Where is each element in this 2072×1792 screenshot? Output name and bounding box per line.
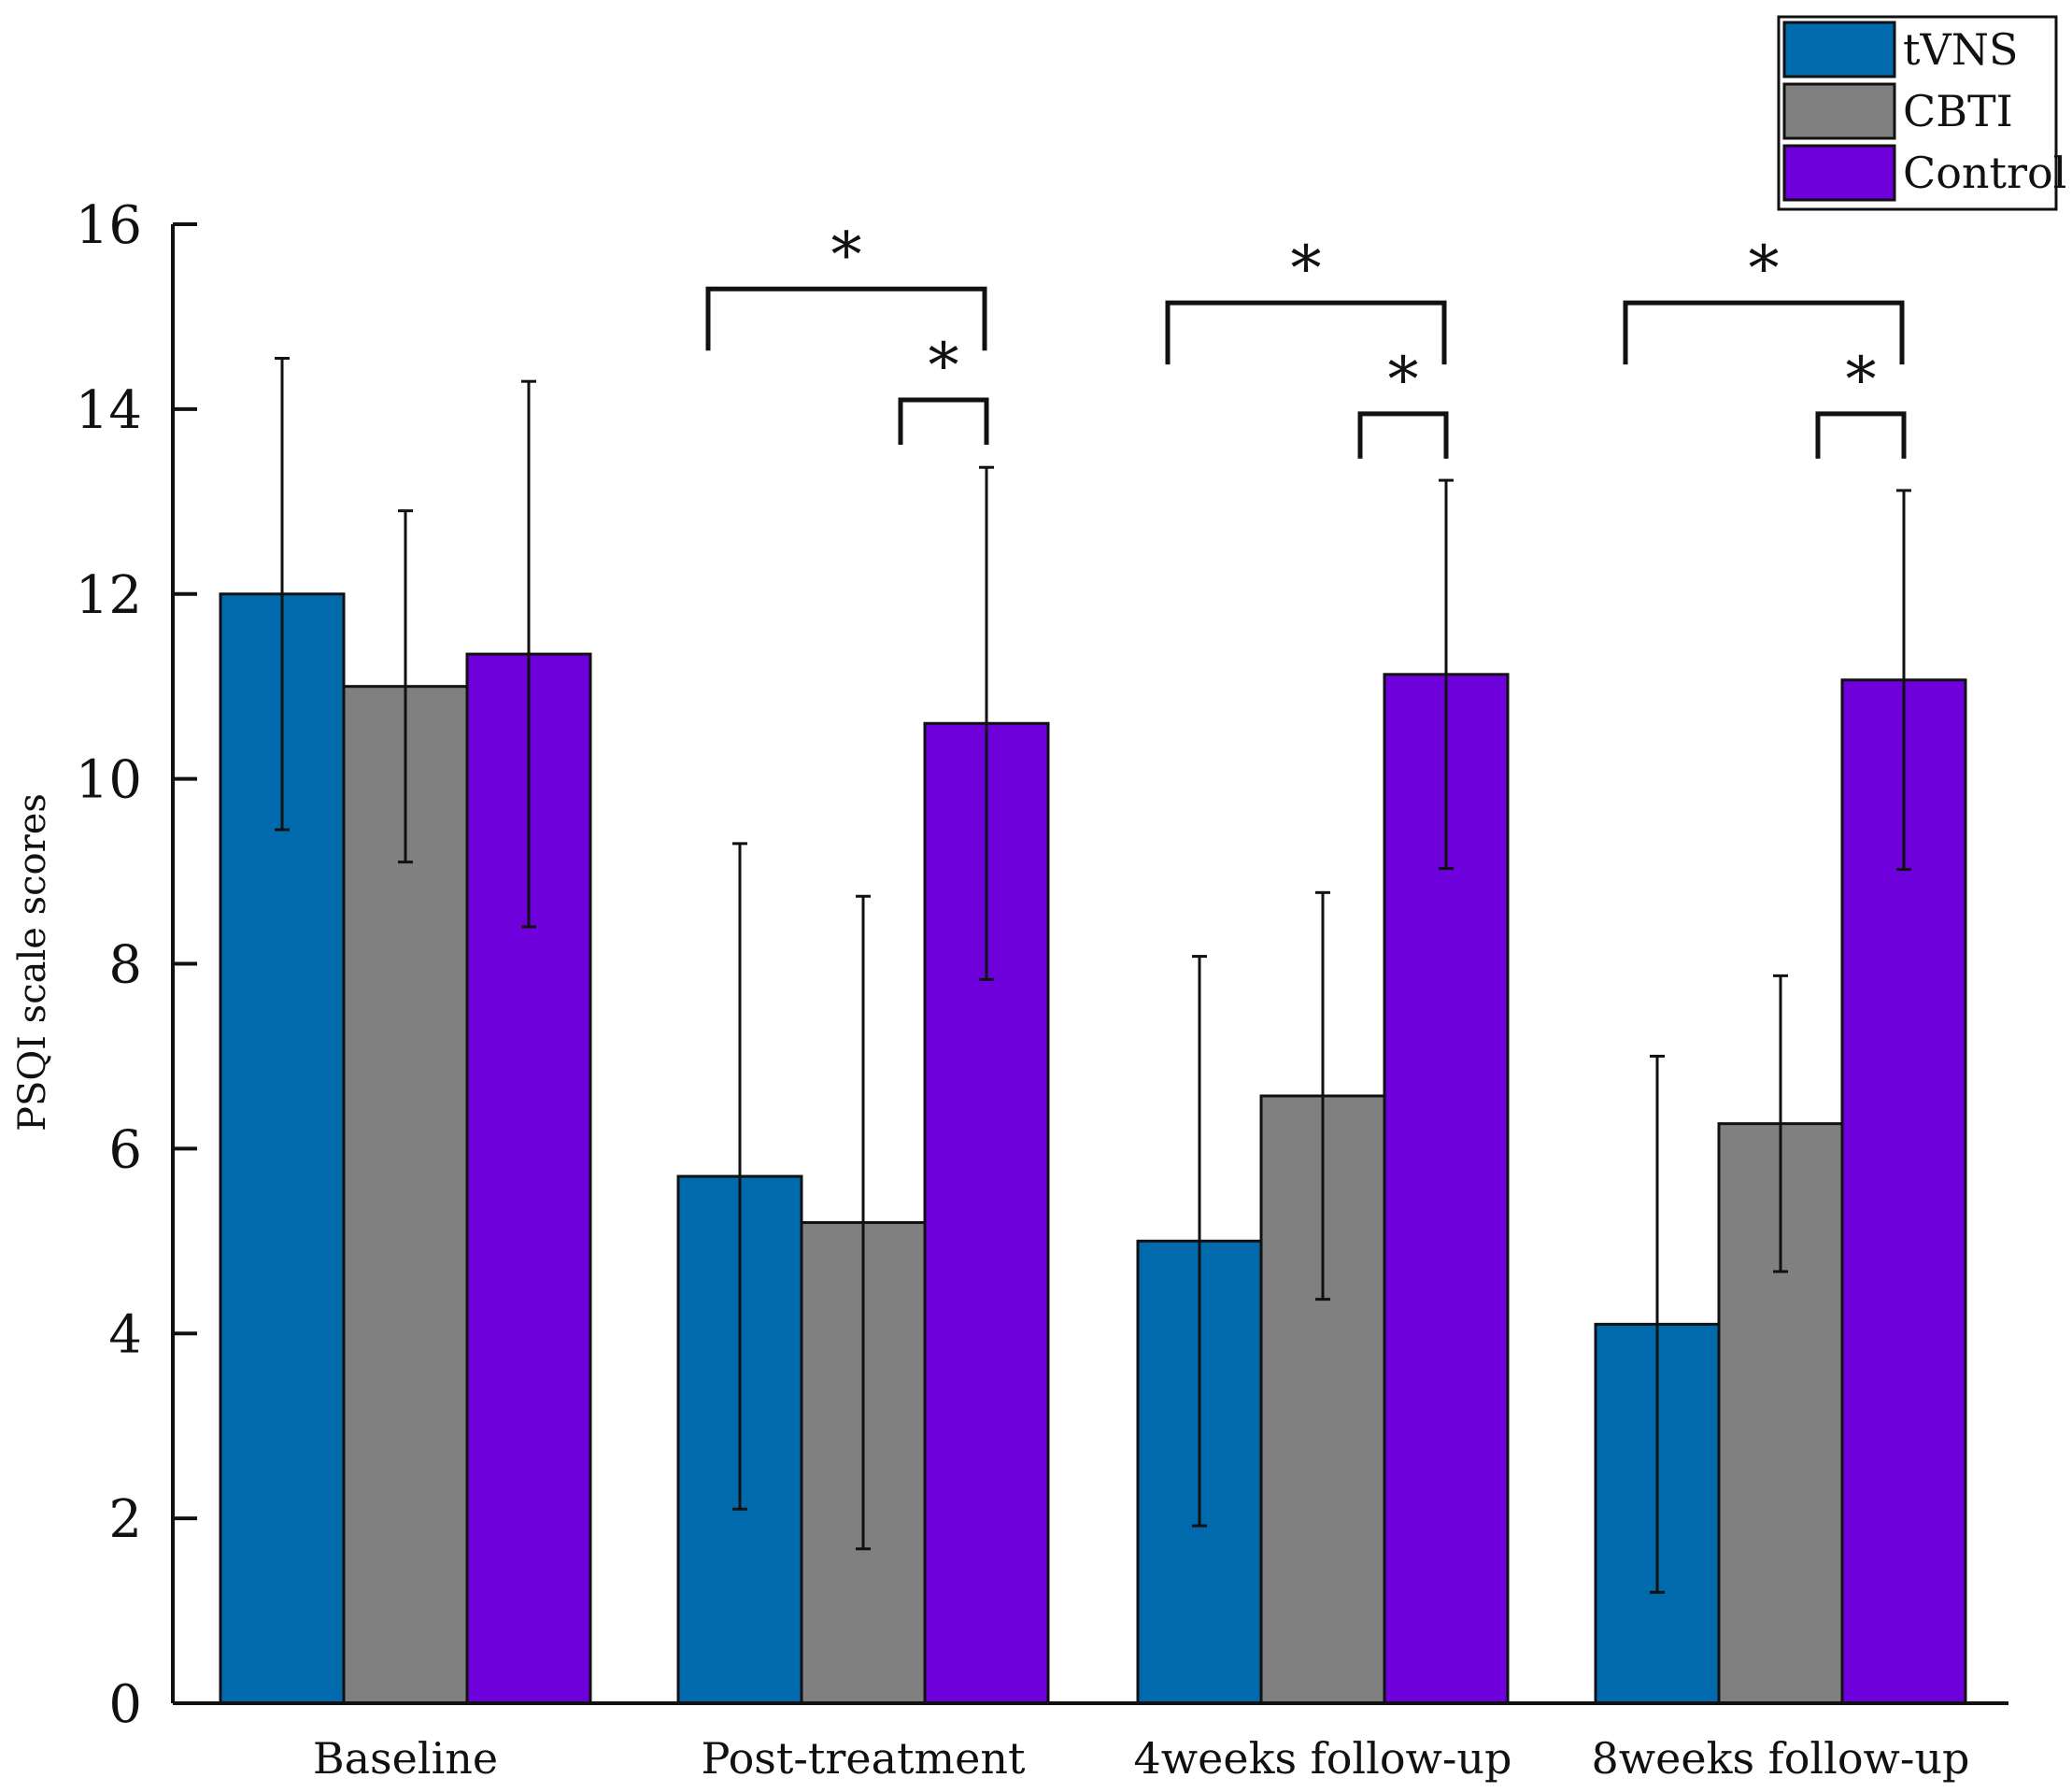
error-bar-control-2 xyxy=(1439,478,1454,871)
legend-label-cbti: CBTI xyxy=(1903,86,2013,136)
error-bars-layer xyxy=(275,356,1911,1594)
bracket-line xyxy=(1815,411,1907,459)
error-bar-tvns-0 xyxy=(275,356,290,832)
legend-swatch-control xyxy=(1782,144,1896,202)
bracket-line xyxy=(705,286,987,351)
significance-asterisk: * xyxy=(1388,344,1419,416)
significance-asterisk: * xyxy=(1291,233,1322,305)
significance-asterisk: * xyxy=(1846,344,1877,416)
significance-layer: * * * * * * xyxy=(705,219,1907,459)
error-bar-control-3 xyxy=(1896,489,1911,872)
significance-asterisk: * xyxy=(929,330,959,402)
error-bar-control-1 xyxy=(979,465,994,981)
legend-swatch-cbti xyxy=(1782,82,1896,140)
legend-item-cbti: CBTI xyxy=(1782,82,2013,140)
legend: tVNS CBTI Control xyxy=(1777,15,2066,211)
significance-bracket-3: * xyxy=(1357,344,1449,459)
significance-bracket-5: * xyxy=(1815,344,1907,459)
x-tick-label-3: 8weeks follow-up xyxy=(1591,1733,1969,1784)
significance-bracket-1: * xyxy=(898,330,989,445)
error-bar-control-0 xyxy=(521,379,536,929)
significance-bracket-4: * xyxy=(1623,233,1905,365)
y-tick-label-0: 0 xyxy=(108,1674,142,1735)
y-axis-title: PSQI scale scores xyxy=(11,793,54,1131)
y-tick-label-14: 14 xyxy=(76,380,142,441)
significance-asterisk: * xyxy=(831,219,862,291)
y-tick-label-2: 2 xyxy=(108,1489,142,1550)
x-tick-label-0: Baseline xyxy=(313,1733,498,1784)
error-bar-cbti-2 xyxy=(1315,890,1330,1301)
legend-item-control: Control xyxy=(1782,144,2066,202)
legend-label-control: Control xyxy=(1903,148,2066,198)
error-bar-cbti-0 xyxy=(398,509,413,864)
x-tick-label-1: Post-treatment xyxy=(702,1733,1026,1784)
significance-bracket-2: * xyxy=(1165,233,1447,365)
y-tick-label-6: 6 xyxy=(108,1119,142,1180)
x-tick-label-2: 4weeks follow-up xyxy=(1133,1733,1511,1784)
significance-asterisk: * xyxy=(1749,233,1780,305)
legend-label-tvns: tVNS xyxy=(1903,24,2018,75)
bracket-line xyxy=(1165,300,1447,365)
bars-layer xyxy=(219,592,1967,1705)
error-bar-tvns-2 xyxy=(1192,955,1207,1528)
bracket-line xyxy=(1623,300,1905,365)
y-tick-label-12: 12 xyxy=(76,565,142,626)
error-bar-cbti-1 xyxy=(856,894,871,1551)
bracket-line xyxy=(898,397,989,445)
error-bar-tvns-1 xyxy=(732,842,747,1511)
legend-item-tvns: tVNS xyxy=(1782,21,2018,78)
bracket-line xyxy=(1357,411,1449,459)
error-bar-cbti-3 xyxy=(1773,974,1788,1273)
error-bar-tvns-3 xyxy=(1650,1054,1665,1594)
y-tick-label-4: 4 xyxy=(108,1304,142,1365)
legend-swatch-tvns xyxy=(1782,21,1896,78)
y-tick-label-10: 10 xyxy=(76,750,142,811)
y-tick-label-8: 8 xyxy=(108,935,142,996)
axes-layer: 0 2 4 6 8 10 12 14 16 Baseline Post-treatment 4week… xyxy=(76,195,2008,1784)
y-tick-label-16: 16 xyxy=(76,195,142,256)
significance-bracket-0: * xyxy=(705,219,987,351)
